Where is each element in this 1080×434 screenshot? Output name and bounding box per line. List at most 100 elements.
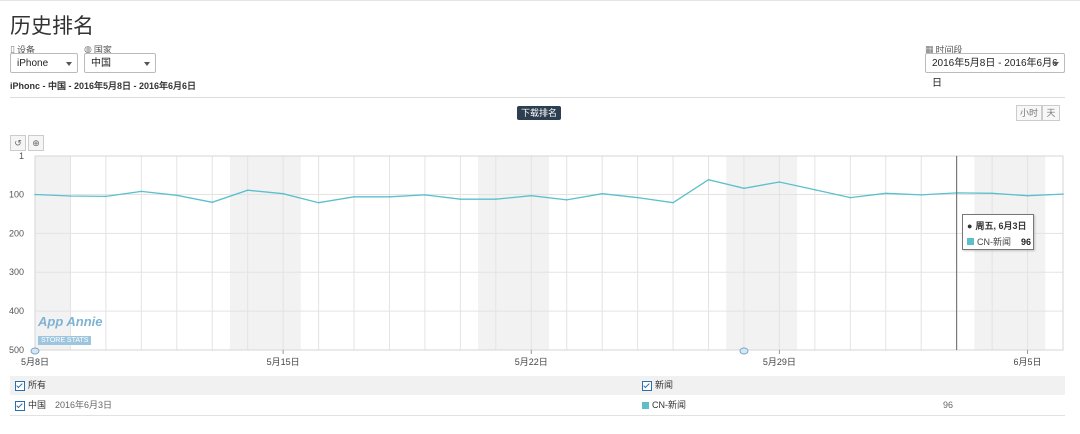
data-point	[991, 192, 993, 195]
x-tick-label: 5月22日	[515, 357, 548, 367]
series-swatch	[967, 238, 974, 245]
country-checkbox-cell[interactable]: 中国 2016年6月3日	[15, 396, 112, 415]
device-label: ▯ 设备	[10, 43, 35, 56]
series-swatch	[642, 402, 649, 409]
chevron-down-icon	[66, 62, 72, 66]
country-label-text: 国家	[93, 45, 112, 55]
data-point	[743, 187, 745, 190]
plot-frame	[34, 155, 1064, 351]
zoom-button[interactable]: ⊕	[28, 135, 44, 151]
data-point	[707, 178, 710, 181]
data-point	[211, 201, 214, 204]
data-point	[282, 192, 284, 195]
rank-chart[interactable]: 1 100 200 300 400 500 5月8日 5月15日 5月22日 5月29日 6月5日	[0, 150, 1080, 374]
data-point	[1026, 194, 1029, 197]
chart-subtitle: iPhonc - 中国 - 2016年5月8日 - 2016年6月6日	[10, 81, 197, 91]
country-select-value: 中国	[91, 58, 111, 69]
divider	[10, 97, 1065, 98]
download-rank-tab[interactable]: 下载排名	[517, 106, 562, 120]
undo-icon: ↺	[14, 138, 22, 148]
top-border	[0, 0, 1080, 1]
data-point	[672, 201, 674, 204]
weekend-band	[35, 156, 71, 350]
tooltip-date: 周五, 6月3日	[975, 221, 1027, 231]
app-annie-watermark: App Annie STORE STATS	[38, 314, 103, 347]
data-point	[814, 189, 816, 191]
weekend-band	[974, 156, 1046, 350]
legend-series-cell: CN-新闻	[642, 396, 686, 415]
tooltip-date-line: ● 周五, 6月3日	[967, 219, 1026, 232]
chevron-down-icon	[144, 62, 150, 66]
period-select[interactable]: 2016年5月8日 - 2016年6月6日	[925, 53, 1065, 89]
data-point	[34, 193, 36, 196]
weekend-band	[229, 156, 301, 350]
x-tick-label: 5月29日	[763, 357, 796, 367]
data-point	[530, 194, 533, 197]
device-select[interactable]: iPhone	[10, 53, 78, 73]
page-title: 历史排名	[10, 15, 94, 38]
data-point	[175, 194, 178, 197]
legend-country: 中国	[28, 400, 47, 410]
globe-icon: ●	[967, 220, 973, 231]
annotation-marker	[739, 347, 749, 355]
data-point	[424, 194, 426, 196]
data-point	[565, 199, 568, 201]
calendar-icon: ▦	[925, 44, 934, 54]
data-point	[920, 194, 923, 196]
period-label-text: 时间段	[935, 45, 963, 55]
data-point	[884, 192, 887, 195]
data-point	[778, 181, 781, 183]
country-select[interactable]: 中国	[84, 53, 156, 73]
data-point	[388, 196, 391, 198]
data-point	[69, 195, 72, 197]
category-checkbox-cell[interactable]: 新闻	[642, 376, 673, 395]
tooltip-series: CN-新闻	[977, 237, 1011, 247]
period-select-value: 2016年5月8日 - 2016年6月6日	[932, 58, 1058, 89]
category-label: 新闻	[655, 380, 674, 390]
data-point	[105, 195, 107, 198]
y-tick-label: 300	[9, 267, 24, 277]
period-label: ▦ 时间段	[925, 43, 963, 56]
legend-header: 所有 新闻	[10, 376, 1065, 395]
checkbox-icon[interactable]	[15, 400, 25, 411]
data-point	[459, 198, 462, 200]
checkbox-icon[interactable]	[642, 380, 652, 391]
y-tick-label: 500	[9, 345, 24, 355]
tooltip-value: 96	[1020, 236, 1031, 247]
hour-toggle[interactable]: 小时	[1016, 105, 1042, 121]
checkbox-icon[interactable]	[15, 380, 25, 391]
x-tick-label: 6月5日	[1014, 357, 1042, 367]
chart-tooltip: ● 周五, 6月3日 CN-新闻 96	[962, 214, 1034, 250]
device-select-value: iPhone	[17, 58, 49, 69]
data-point	[849, 196, 852, 199]
country-label: ◍ 国家	[84, 43, 112, 56]
data-point	[495, 198, 497, 200]
data-point	[353, 196, 355, 198]
series-line	[34, 179, 1064, 204]
x-tick-label: 5月8日	[21, 357, 49, 367]
all-label: 所有	[28, 380, 47, 390]
data-point	[636, 196, 639, 199]
legend-series: CN-新闻	[652, 400, 686, 410]
data-point	[317, 201, 320, 204]
device-label-text: 设备	[16, 45, 35, 55]
watermark-sub: STORE STATS	[38, 336, 92, 345]
y-tick-label: 400	[9, 306, 24, 316]
watermark-name: App Annie	[38, 314, 103, 329]
phone-icon: ▯	[10, 44, 15, 54]
all-checkbox-cell[interactable]: 所有	[15, 376, 46, 395]
data-point	[140, 190, 143, 193]
reset-zoom-button[interactable]: ↺	[10, 135, 26, 151]
chevron-down-icon	[1053, 62, 1059, 66]
y-tick-label: 1	[19, 151, 24, 161]
legend-value: 96	[943, 400, 954, 410]
zoom-icon: ⊕	[32, 138, 40, 148]
legend-row: 中国 2016年6月3日 CN-新闻 96	[10, 396, 1065, 416]
legend-date: 2016年6月3日	[55, 400, 113, 410]
y-tick-label: 100	[9, 189, 24, 199]
data-point	[246, 189, 249, 192]
y-tick-label: 200	[9, 228, 24, 238]
data-point	[601, 192, 603, 195]
day-toggle[interactable]: 天	[1042, 105, 1060, 121]
globe-icon: ◍	[84, 44, 92, 54]
